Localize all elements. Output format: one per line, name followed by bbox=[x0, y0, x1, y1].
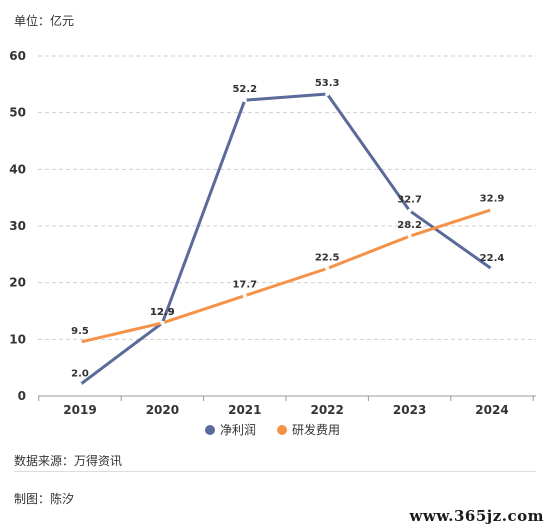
data-label: 32.7 bbox=[397, 195, 422, 206]
y-tick-label: 30 bbox=[9, 219, 26, 233]
data-label: 28.2 bbox=[397, 220, 422, 231]
data-point bbox=[325, 91, 330, 96]
data-source: 数据来源：万得资讯 bbox=[14, 454, 123, 468]
data-label: 12.9 bbox=[150, 307, 175, 318]
data-point bbox=[490, 207, 494, 212]
unit-label: 单位：亿元 bbox=[14, 14, 75, 28]
x-tick-label: 2022 bbox=[310, 403, 343, 417]
watermark: www.365jz.com bbox=[409, 507, 544, 525]
data-point bbox=[325, 266, 330, 271]
data-point bbox=[242, 293, 247, 298]
data-point bbox=[78, 382, 82, 387]
x-tick-label: 2021 bbox=[228, 403, 261, 417]
data-label: 22.4 bbox=[480, 253, 505, 264]
data-label: 17.7 bbox=[232, 280, 257, 291]
data-label: 2.0 bbox=[71, 369, 89, 380]
legend-marker bbox=[277, 425, 287, 435]
data-label: 32.9 bbox=[480, 194, 505, 205]
y-tick-label: 50 bbox=[9, 106, 26, 120]
data-label: 9.5 bbox=[71, 326, 89, 337]
chart-author: 制图：陈汐 bbox=[14, 492, 75, 506]
y-tick-label: 0 bbox=[18, 389, 26, 403]
y-tick-label: 60 bbox=[9, 49, 26, 63]
x-tick-label: 2020 bbox=[146, 403, 179, 417]
legend-marker bbox=[205, 425, 215, 435]
y-tick-label: 10 bbox=[9, 332, 26, 346]
line-chart: 0 10 20 30 40 50 60 2019 2020 2021 2022 2023 2024 2.0… bbox=[9, 49, 536, 437]
series-line-net-profit bbox=[78, 92, 494, 387]
data-point bbox=[490, 267, 494, 272]
data-point bbox=[407, 234, 412, 239]
series-line-rd-expense bbox=[78, 208, 494, 344]
data-label: 12.9 bbox=[150, 307, 175, 318]
legend-label: 研发费用 bbox=[292, 422, 340, 437]
legend-label: 净利润 bbox=[220, 423, 256, 437]
data-point bbox=[242, 98, 247, 103]
data-label: 22.5 bbox=[315, 253, 340, 264]
x-tick-label: 2024 bbox=[475, 403, 508, 417]
data-label: 52.2 bbox=[232, 84, 257, 95]
x-tick-label: 2019 bbox=[63, 403, 96, 417]
y-tick-label: 40 bbox=[9, 162, 26, 176]
data-label: 53.3 bbox=[315, 78, 340, 89]
x-tick-label: 2023 bbox=[393, 403, 426, 417]
data-point bbox=[160, 320, 165, 325]
y-tick-label: 20 bbox=[9, 276, 26, 290]
footer-divider bbox=[14, 471, 536, 472]
data-point bbox=[78, 340, 82, 345]
data-point bbox=[407, 208, 412, 213]
